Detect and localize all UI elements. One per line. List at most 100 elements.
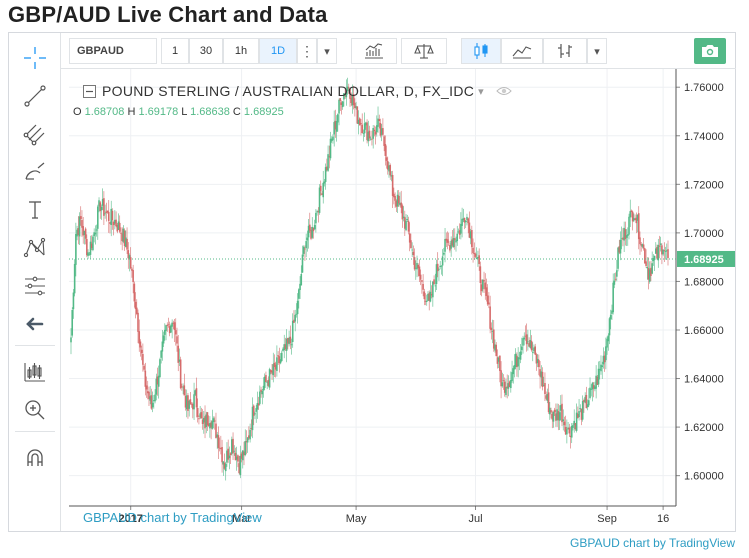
candle-body [452, 238, 455, 248]
candle-body [585, 394, 588, 409]
back-tool[interactable] [17, 309, 53, 339]
candle-body [103, 198, 105, 216]
candle-body [317, 211, 320, 212]
candle-body [135, 307, 138, 314]
candle-body [122, 228, 125, 242]
candle-body [90, 243, 93, 249]
candle-body [106, 210, 109, 213]
text-tool[interactable] [17, 195, 53, 225]
candle-body [455, 240, 457, 243]
y-tick-label: 1.72000 [684, 179, 724, 191]
candle-body [439, 265, 441, 268]
candle-body [410, 240, 412, 249]
candle-body [625, 235, 628, 238]
candle-body [397, 195, 400, 204]
candle-body [332, 136, 334, 141]
chart-watermark[interactable]: GBPAUD chart by TradingView [83, 510, 262, 525]
trend-line-tool[interactable] [17, 81, 53, 111]
candle-body [203, 417, 205, 423]
chart-toolbar: GBPAUD 1 30 1h 1D ⋮ ▾ ▾ [61, 33, 736, 69]
candle-body [601, 365, 604, 367]
pitchfork-tool[interactable] [17, 119, 53, 149]
candle-body [527, 341, 529, 343]
candle-body [513, 365, 516, 370]
candle-body [259, 391, 261, 404]
candle-body [631, 211, 634, 222]
candle-body [363, 123, 366, 134]
candle-body [650, 267, 652, 277]
interval-1h-button[interactable]: 1h [223, 38, 259, 64]
footer-credit-link[interactable]: GBPAUD chart by TradingView [570, 536, 735, 550]
candle-body [538, 359, 540, 368]
candle-body [207, 423, 210, 426]
candle-body [372, 128, 374, 139]
candle-body [345, 90, 348, 98]
magnet-tool[interactable] [17, 443, 53, 473]
candle-body [295, 313, 298, 315]
candle-body [209, 423, 211, 429]
candle-body [612, 282, 614, 313]
candle-body [190, 403, 193, 405]
candle-body [507, 383, 510, 389]
interval-1d-button[interactable]: 1D [259, 38, 297, 64]
candle-body [299, 283, 301, 291]
candle-body [590, 388, 593, 390]
candle-body [86, 239, 88, 256]
candle-body [551, 413, 554, 420]
brush-tool[interactable] [17, 157, 53, 187]
candle-body [536, 358, 539, 363]
measure-icon [25, 276, 45, 296]
candle-body [301, 254, 304, 273]
chart-pane[interactable]: 1.60000 1.62000 1.64000 1.66000 1.68000 1.700… [61, 69, 736, 531]
area-style-button[interactable] [501, 38, 543, 64]
candle-body [327, 154, 329, 171]
chart-style-dropdown-button[interactable]: ▾ [587, 38, 607, 64]
candle-body [178, 359, 181, 362]
collapse-square-icon[interactable] [83, 84, 96, 98]
indicators-button[interactable] [351, 38, 397, 64]
compare-button[interactable] [401, 38, 447, 64]
candle-body [665, 250, 668, 252]
interval-30-button[interactable]: 30 [189, 38, 223, 64]
candle-body [655, 248, 657, 254]
candle-body [556, 409, 558, 421]
candle-body [72, 292, 75, 310]
long-position-tool[interactable] [17, 357, 53, 387]
candle-body [623, 227, 625, 241]
candle-body [489, 306, 491, 329]
interval-dropdown-button[interactable]: ▾ [317, 38, 337, 64]
legend-ohlc: O 1.68708 H 1.69178 L 1.68638 C 1.68925 [73, 106, 284, 118]
legend-menu-arrow[interactable]: ▾ [478, 85, 484, 98]
open-value: 1.68708 [84, 106, 125, 118]
pattern-tool[interactable] [17, 233, 53, 263]
crosshair-tool[interactable] [17, 43, 53, 73]
symbol-search-input[interactable]: GBPAUD [69, 38, 157, 64]
snapshot-button[interactable] [694, 38, 726, 64]
candle-body [306, 237, 309, 241]
camera-icon [702, 45, 718, 57]
candle-body [405, 220, 407, 231]
candle-body [520, 346, 523, 351]
candle-body [656, 247, 658, 259]
candle-body [589, 387, 591, 398]
eye-icon[interactable] [496, 85, 512, 97]
more-intervals-button[interactable]: ⋮ [297, 38, 317, 64]
candle-body [367, 131, 370, 142]
candle-body [272, 364, 275, 376]
candle-body [483, 279, 485, 282]
candles-style-button[interactable] [461, 38, 501, 64]
y-tick-label: 1.62000 [684, 422, 724, 434]
candle-body [441, 256, 444, 266]
measure-tool[interactable] [17, 271, 53, 301]
bars-style-button[interactable] [543, 38, 587, 64]
zoom-in-tool[interactable] [17, 395, 53, 425]
interval-1-button[interactable]: 1 [161, 38, 189, 64]
candle-body [561, 403, 563, 423]
candle-body [629, 211, 632, 218]
candle-body [611, 310, 613, 314]
candle-body [144, 370, 147, 387]
candle-body [613, 280, 616, 285]
candle-body [401, 205, 404, 220]
candle-body [637, 213, 640, 240]
price-chart[interactable]: 1.60000 1.62000 1.64000 1.66000 1.68000 1.700… [61, 69, 736, 531]
